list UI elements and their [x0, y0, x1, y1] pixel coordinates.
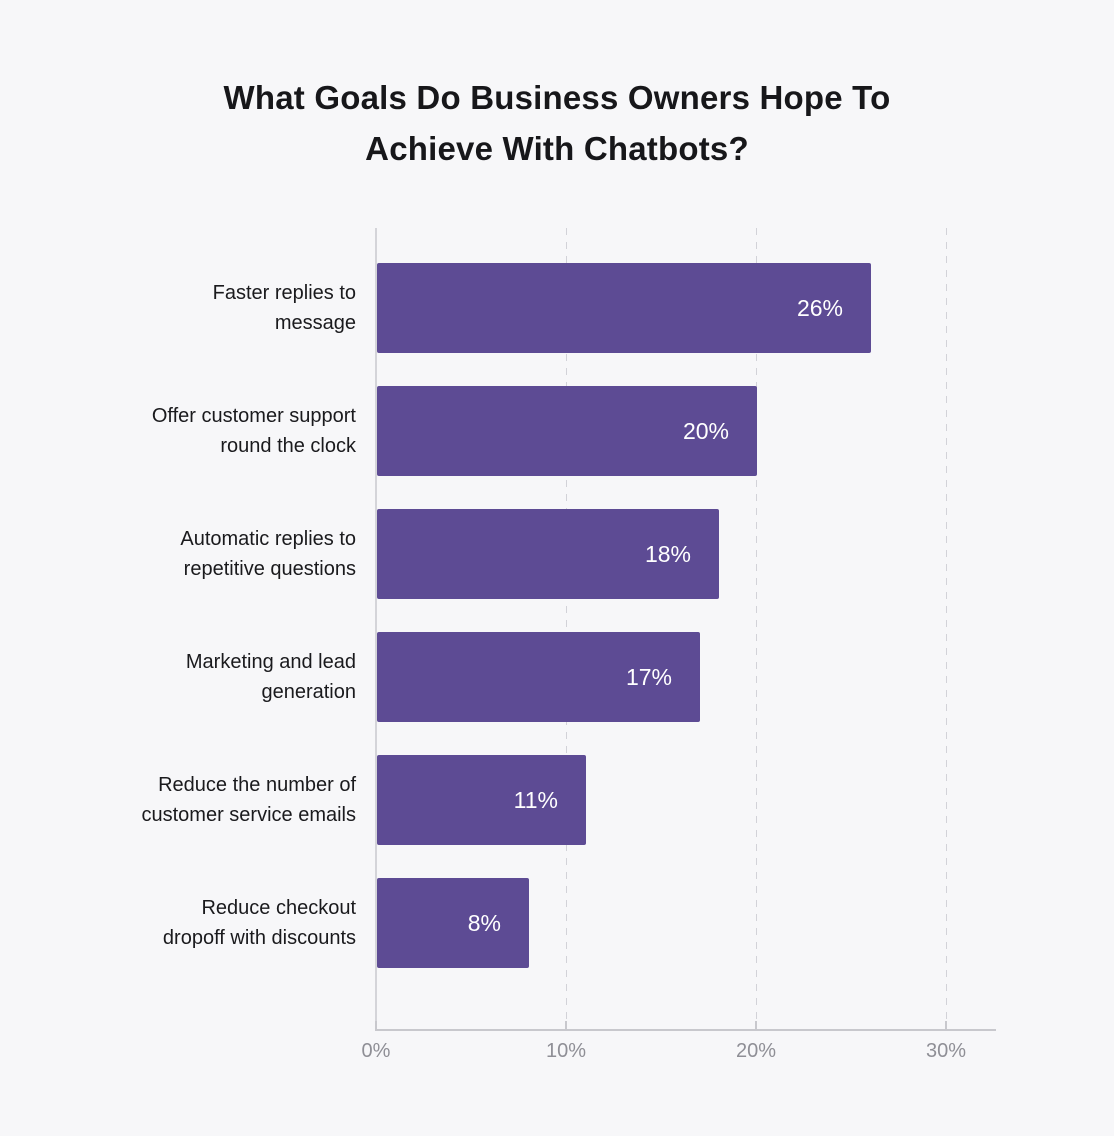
x-axis-tick	[945, 1021, 947, 1029]
x-axis-tick-label: 0%	[361, 1040, 391, 1062]
gridline	[946, 228, 947, 1030]
category-label-line: customer service emails	[141, 804, 356, 826]
bar-value-label: 17%	[625, 663, 672, 690]
chart-title: What Goals Do Business Owners Hope To Ac…	[0, 72, 1114, 174]
category-label-line: Reduce the number of	[158, 774, 356, 796]
x-axis-tick	[375, 1021, 377, 1029]
category-label-line: Faster replies to	[212, 282, 356, 304]
bar-row: Automatic replies to repetitive questions…	[0, 509, 1114, 599]
chart-title-line-2: Achieve With Chatbots?	[365, 130, 749, 167]
category-label: Marketing and lead generation	[46, 632, 356, 722]
category-label-line: Reduce checkout	[201, 897, 356, 919]
bar-row: Offer customer support round the clock 20%	[0, 386, 1114, 476]
y-axis-line	[375, 228, 377, 1030]
bar-value-label: 8%	[467, 909, 501, 936]
bar-value-label: 20%	[682, 417, 729, 444]
category-label: Reduce checkout dropoff with discounts	[46, 878, 356, 968]
x-axis-tick	[565, 1021, 567, 1029]
x-axis-tick-label: 10%	[545, 1040, 587, 1062]
bar-value-label: 18%	[644, 540, 691, 567]
category-label-line: message	[274, 312, 356, 334]
category-label-line: generation	[261, 681, 356, 703]
bar-row: Reduce the number of customer service ema…	[0, 755, 1114, 845]
category-label-line: Offer customer support	[151, 405, 356, 427]
bar: 11%	[377, 755, 586, 845]
category-label: Automatic replies to repetitive questions	[46, 509, 356, 599]
bar: 8%	[377, 878, 529, 968]
category-label: Faster replies to message	[46, 263, 356, 353]
category-label: Offer customer support round the clock	[46, 386, 356, 476]
bar: 18%	[377, 509, 719, 599]
bar-value-label: 11%	[513, 786, 558, 813]
category-label-line: round the clock	[220, 435, 356, 457]
x-axis-tick	[755, 1021, 757, 1029]
gridline	[566, 228, 567, 1030]
x-axis-tick-label: 20%	[735, 1040, 777, 1062]
bar-value-label: 26%	[796, 294, 843, 321]
gridline	[756, 228, 757, 1030]
bar-row: Faster replies to message 26%	[0, 263, 1114, 353]
category-label-line: Automatic replies to	[180, 528, 356, 550]
bar: 17%	[377, 632, 700, 722]
category-label-line: repetitive questions	[183, 558, 356, 580]
category-label-line: dropoff with discounts	[162, 927, 356, 949]
category-label: Reduce the number of customer service ema…	[46, 755, 356, 845]
chart-title-line-1: What Goals Do Business Owners Hope To	[223, 79, 891, 116]
bar: 20%	[377, 386, 757, 476]
bar-row: Marketing and lead generation 17%	[0, 632, 1114, 722]
x-axis-tick-label: 30%	[925, 1040, 967, 1062]
bar: 26%	[377, 263, 871, 353]
x-axis-line	[375, 1029, 996, 1031]
category-label-line: Marketing and lead	[185, 651, 356, 673]
bar-row: Reduce checkout dropoff with discounts 8%	[0, 878, 1114, 968]
